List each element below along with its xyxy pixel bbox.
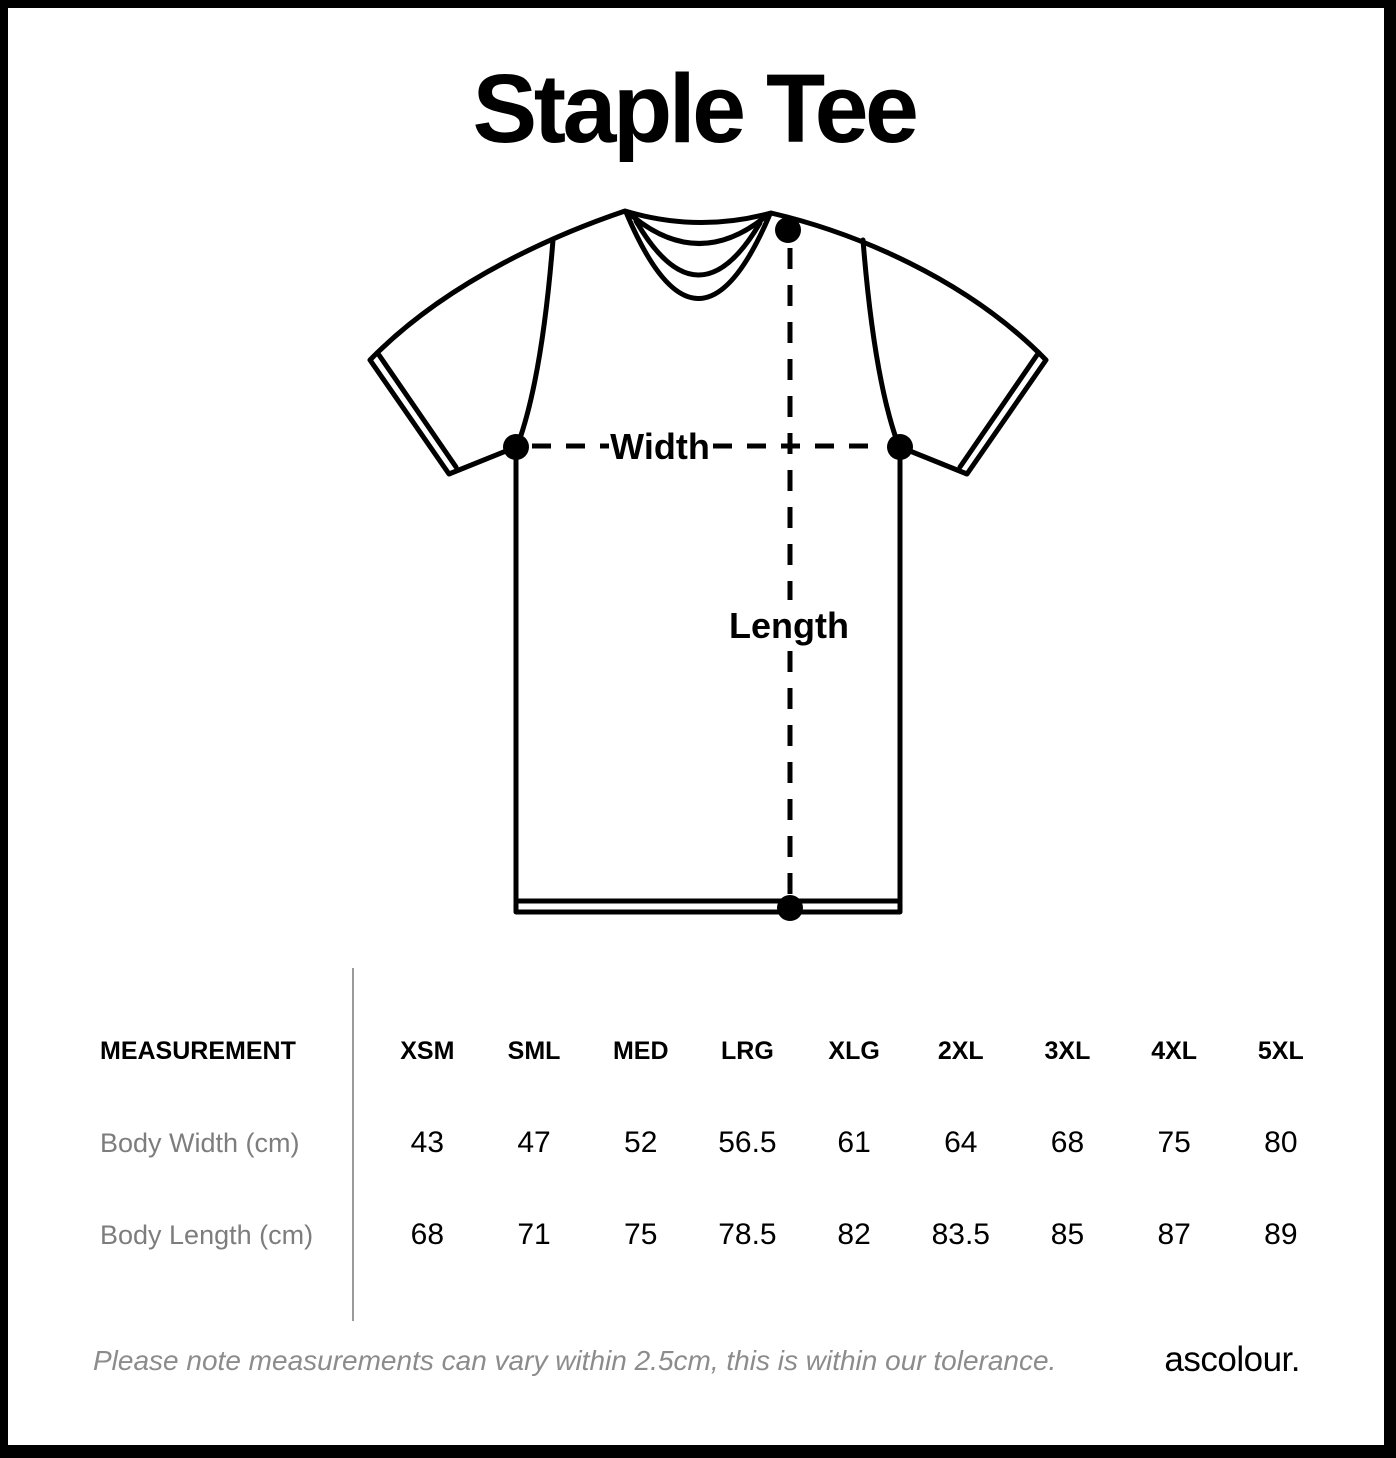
body-length-value: 78.5: [718, 1218, 777, 1251]
measurement-header: MEASUREMENT: [100, 1036, 296, 1065]
cuff-seam-left: [376, 352, 459, 470]
body-length-value: 87: [1157, 1218, 1191, 1251]
body-width-value: 43: [410, 1126, 445, 1159]
measure-dot-shoulder: [775, 217, 801, 243]
body-width-value: 75: [1157, 1126, 1191, 1159]
body-length-row: Body Length (cm) 68 71 75 78.5 82 83.5 8…: [8, 1217, 1348, 1253]
body-length-value: 71: [517, 1218, 551, 1251]
collar-curve-inner-top: [628, 212, 768, 246]
size-table-header-row: MEASUREMENT XSM SML MED LRG XLG 2XL 3XL …: [8, 1033, 1348, 1069]
size-header-3xl: 3XL: [1044, 1036, 1091, 1065]
tshirt-diagram: Width Length: [367, 208, 1049, 921]
body-length-value: 75: [624, 1218, 658, 1251]
body-width-value: 47: [517, 1126, 551, 1159]
width-label: Width: [610, 426, 710, 467]
table-divider-line: [352, 968, 354, 1321]
size-header-xlg: XLG: [828, 1036, 880, 1065]
size-header-4xl: 4XL: [1151, 1036, 1198, 1065]
page-title: Staple Tee: [472, 54, 920, 163]
measure-dot-underarm-left: [503, 434, 529, 460]
size-header-2xl: 2XL: [937, 1036, 984, 1065]
size-header-lrg: LRG: [721, 1036, 774, 1065]
body-width-value: 64: [944, 1126, 978, 1159]
body-width-value: 61: [837, 1126, 871, 1159]
body-length-value: 68: [410, 1218, 445, 1251]
row-label-body-length: Body Length (cm): [100, 1219, 314, 1250]
brand-logo: ascolour.: [1164, 1340, 1300, 1379]
body-length-value: 85: [1050, 1218, 1085, 1251]
body-width-value: 68: [1050, 1126, 1085, 1159]
collar-curve-outer: [623, 209, 773, 301]
size-header-xsm: XSM: [400, 1036, 455, 1065]
size-header-sml: SML: [507, 1036, 561, 1065]
body-length-value: 82: [837, 1218, 871, 1251]
length-label: Length: [729, 605, 849, 646]
armhole-seam-left: [515, 237, 556, 447]
body-width-value: 56.5: [718, 1126, 777, 1159]
tshirt-outline: [367, 208, 1049, 915]
measure-dot-hem: [777, 895, 803, 921]
body-length-value: 83.5: [931, 1218, 990, 1251]
body-width-value: 52: [624, 1126, 658, 1159]
tolerance-note: Please note measurements can vary within…: [93, 1345, 1057, 1376]
body-width-row: Body Width (cm) 43 47 52 56.5 61 64 68 7…: [8, 1125, 1348, 1161]
collar-curve-inner-mid: [633, 218, 763, 278]
measure-dot-underarm-right: [887, 434, 913, 460]
size-header-5xl: 5XL: [1257, 1036, 1304, 1065]
body-width-value: 80: [1264, 1126, 1298, 1159]
size-header-med: MED: [612, 1036, 669, 1065]
body-length-value: 89: [1264, 1218, 1298, 1251]
row-label-body-width: Body Width (cm): [100, 1127, 300, 1158]
armhole-seam-right: [860, 237, 901, 447]
cuff-seam-right: [957, 352, 1040, 470]
